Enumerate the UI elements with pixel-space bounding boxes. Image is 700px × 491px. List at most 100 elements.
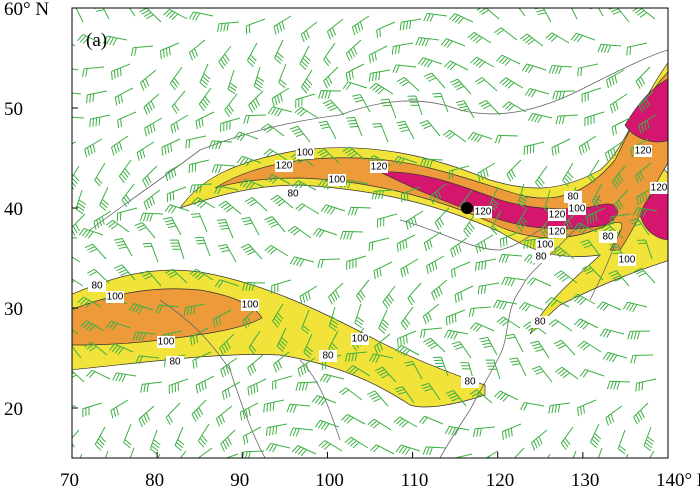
contour-label: 80	[567, 192, 579, 203]
wind-barb	[617, 429, 627, 455]
wind-barb	[551, 246, 575, 260]
wind-barb	[422, 303, 440, 325]
wind-barb	[609, 93, 628, 114]
wind-barb	[163, 8, 188, 21]
wind-barb	[578, 135, 597, 155]
wind-barb	[452, 453, 473, 458]
wind-barb	[376, 213, 398, 228]
wind-barb	[627, 330, 651, 340]
wind-barb	[502, 101, 527, 113]
wind-barb	[429, 183, 447, 205]
wind-barb	[220, 117, 241, 132]
wind-barb	[142, 242, 159, 263]
lat-tick-label: 60° N	[4, 0, 49, 20]
wind-barb	[75, 189, 87, 215]
wind-barb	[84, 341, 108, 356]
wind-barb	[577, 340, 602, 353]
wind-barb	[442, 129, 467, 143]
wind-barb	[418, 415, 444, 425]
wind-barb	[638, 90, 654, 113]
wind-barb	[417, 57, 443, 68]
wind-barb	[367, 418, 392, 431]
wind-barb	[169, 66, 183, 91]
wind-barb	[246, 42, 258, 67]
wind-barb	[188, 11, 214, 21]
wind-barb	[419, 158, 444, 168]
wind-barb	[72, 370, 85, 383]
lat-tick-label: 50	[4, 99, 23, 120]
wind-barb	[135, 355, 160, 365]
wind-barb	[241, 216, 260, 236]
wind-barb	[633, 402, 649, 425]
contour-label-bg	[319, 350, 337, 362]
wind-barb	[72, 237, 78, 239]
wind-barb	[319, 373, 345, 384]
wind-barb	[233, 131, 259, 142]
wind-barb	[555, 114, 579, 125]
wind-barb	[581, 265, 604, 281]
wind-barb	[195, 111, 215, 130]
wind-barb	[570, 32, 596, 43]
wind-barb	[426, 255, 445, 275]
wind-barb	[241, 282, 266, 291]
wind-barb	[391, 42, 414, 55]
contour-label-bg	[461, 376, 479, 388]
contour-label-bg	[275, 160, 293, 172]
wind-barb	[188, 159, 210, 173]
wind-barb	[530, 340, 550, 359]
wind-barb	[463, 213, 476, 238]
wind-barb	[448, 13, 474, 25]
wind-barb	[295, 381, 319, 392]
wind-barb	[85, 369, 111, 380]
contour-label-bg	[284, 188, 302, 200]
wind-barb	[86, 90, 108, 104]
wind-barb	[322, 99, 345, 116]
wind-barb	[264, 244, 289, 257]
wind-barb	[270, 194, 294, 209]
wind-barb	[264, 216, 286, 233]
lat-tick-label: 20	[4, 399, 23, 420]
wind-barb	[108, 343, 134, 355]
wind-barb	[208, 140, 233, 150]
wind-barb	[477, 162, 496, 182]
wind-barb	[371, 189, 395, 200]
wind-barb	[341, 413, 366, 425]
wind-barb	[423, 12, 448, 22]
wind-barb	[407, 282, 422, 306]
wind-barb	[477, 282, 500, 295]
wind-barb	[499, 77, 524, 89]
contour-label-bg	[351, 333, 369, 345]
wind-barb	[168, 378, 189, 394]
wind-barb	[218, 200, 242, 215]
wind-barb	[253, 66, 265, 92]
wind-barb	[326, 18, 344, 40]
wind-barb	[392, 156, 418, 166]
wind-barb	[105, 219, 130, 233]
wind-barb	[84, 243, 107, 260]
lon-tick-label: 140° E	[656, 470, 700, 491]
wind-barb	[505, 333, 524, 353]
wind-barb	[586, 207, 606, 225]
wind-barb	[265, 423, 288, 437]
wind-barb	[545, 296, 570, 308]
contour-label-bg	[634, 145, 652, 157]
wind-barb	[485, 450, 499, 458]
axes: 60° N 50 40 30 20 70 80 90 100 110 120 130 140° E	[4, 0, 700, 491]
wind-barb	[170, 114, 189, 134]
wind-barb	[345, 63, 365, 82]
wind-barb	[419, 119, 441, 137]
wind-barb	[130, 45, 154, 57]
wind-barb	[195, 375, 215, 394]
wind-barb	[591, 183, 603, 208]
wind-barb	[239, 178, 265, 190]
wind-barb	[273, 15, 292, 35]
wind-barb	[518, 301, 544, 312]
wind-barb	[317, 258, 341, 268]
wind-barb	[136, 141, 155, 161]
wind-barb	[548, 319, 573, 332]
wind-barb	[602, 351, 628, 363]
wind-barb	[597, 43, 622, 54]
lon-tick-label: 130	[571, 470, 600, 491]
wind-barb	[440, 38, 466, 48]
wind-barb	[224, 453, 239, 458]
